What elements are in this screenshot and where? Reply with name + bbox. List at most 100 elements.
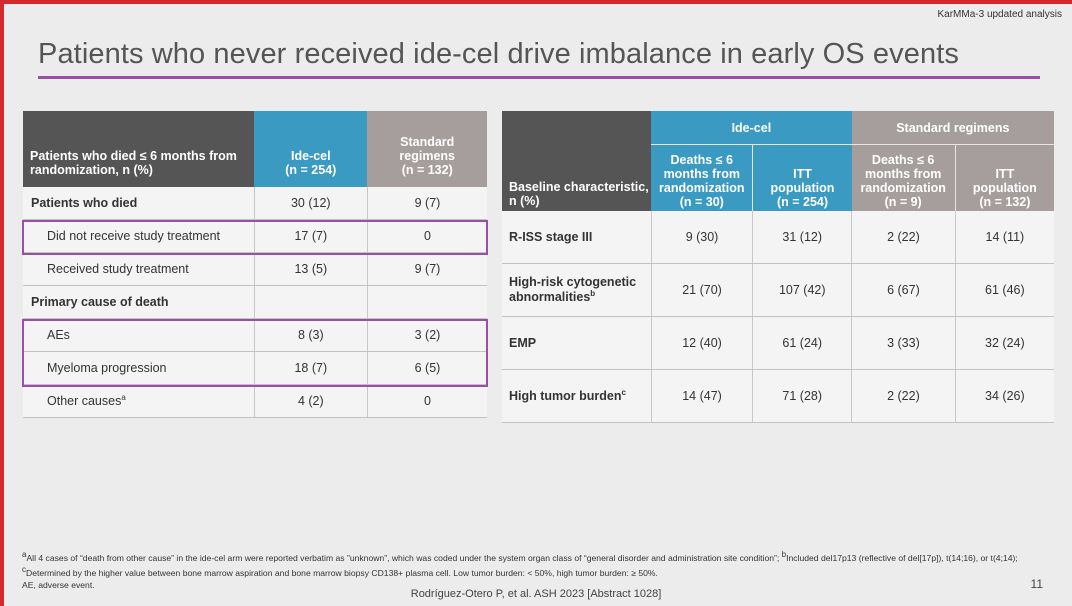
header-line: randomization xyxy=(659,181,745,195)
ide-cel-header-n: (n = 254) xyxy=(285,163,337,177)
header-line: population xyxy=(770,181,835,195)
standard-deaths-header: Deaths ≤ 6 months from randomization (n … xyxy=(851,144,956,211)
row-label: Patients who died xyxy=(23,187,255,220)
row-label: Myeloma progression xyxy=(23,351,255,385)
table-row: EMP 12 (40) 61 (24) 3 (33) 32 (24) xyxy=(502,316,1054,370)
study-label: KarMMa-3 updated analysis xyxy=(937,9,1062,20)
ide-cel-value: 30 (12) xyxy=(253,187,368,220)
baseline-group-header-row: Baseline characteristic, n (%) Ide-cel S… xyxy=(502,111,1054,211)
table-cell: 107 (42) xyxy=(752,263,852,317)
header-n: (n = 9) xyxy=(884,195,922,209)
ide-cel-header: Ide-cel (n = 254) xyxy=(254,111,368,187)
ide-cel-value xyxy=(253,285,368,319)
ide-cel-value: 18 (7) xyxy=(253,351,368,385)
footnote-marker: c xyxy=(621,388,626,398)
ide-cel-deaths-header: Deaths ≤ 6 months from randomization (n … xyxy=(651,144,754,211)
table-cell: 21 (70) xyxy=(650,263,753,317)
slide-title: Patients who never received ide-cel driv… xyxy=(38,38,959,70)
table-row: Myeloma progression 18 (7) 6 (5) xyxy=(23,351,487,385)
footnote-a: All 4 cases of “death from other cause” … xyxy=(26,552,780,563)
page-number: 11 xyxy=(1030,577,1043,591)
table-cell: 2 (22) xyxy=(851,211,956,264)
header-n: (n = 132) xyxy=(979,195,1031,209)
header-line: months from xyxy=(864,167,942,181)
table-cell: 14 (11) xyxy=(954,211,1054,264)
abbreviations: AE, adverse event. xyxy=(22,579,95,590)
row-label-text: High tumor burden xyxy=(509,389,622,404)
ide-cel-itt-header: ITT population (n = 254) xyxy=(752,144,852,211)
deaths-table-header: Patients who died ≤ 6 months from random… xyxy=(23,111,487,187)
table-row: High-risk cytogenetic abnormalitiesb 21 … xyxy=(502,263,1054,317)
header-n: (n = 254) xyxy=(776,195,829,209)
top-accent-bar xyxy=(0,0,1072,4)
header-line: randomization xyxy=(860,181,946,195)
footnotes: aAll 4 cases of “death from other cause”… xyxy=(22,549,1032,591)
standard-value: 0 xyxy=(366,219,487,253)
header-line: months from xyxy=(663,167,740,181)
citation: Rodríguez-Otero P, et al. ASH 2023 [Abst… xyxy=(410,588,662,600)
footnote-c: Determined by the higher value between b… xyxy=(26,568,658,579)
standard-value: 0 xyxy=(366,384,487,418)
footnote-marker: b xyxy=(781,550,787,559)
table-cell: 2 (22) xyxy=(851,369,956,423)
table-row: R-ISS stage III 9 (30) 31 (12) 2 (22) 14… xyxy=(502,211,1054,264)
standard-value: 6 (5) xyxy=(366,351,487,385)
standard-value: 9 (7) xyxy=(366,187,487,220)
table-row: Received study treatment 13 (5) 9 (7) xyxy=(23,252,487,286)
row-label: EMP xyxy=(502,316,652,370)
footnote-marker: a xyxy=(22,550,27,559)
ide-cel-group-header: Ide-cel xyxy=(651,111,852,145)
table-cell: 14 (47) xyxy=(650,369,753,423)
footnote-marker: b xyxy=(590,289,596,299)
highlight-box-causes xyxy=(22,319,488,387)
baseline-sub-header-row: Deaths ≤ 6 months from randomization (n … xyxy=(502,144,1054,211)
header-line: Deaths ≤ 6 xyxy=(871,153,935,167)
row-label-text: EMP xyxy=(509,336,537,351)
standard-value: 9 (7) xyxy=(366,252,487,286)
ide-cel-value: 4 (2) xyxy=(253,384,368,418)
standard-value: 3 (2) xyxy=(366,318,487,352)
table-cell: 71 (28) xyxy=(752,369,852,423)
row-label: AEs xyxy=(23,318,255,352)
table-row: Primary cause of death xyxy=(23,285,487,319)
title-underline xyxy=(38,76,1040,79)
footnote-marker: a xyxy=(121,393,126,403)
ide-cel-header-name: Ide-cel xyxy=(290,149,331,163)
baseline-label-header: Baseline characteristic, n (%) xyxy=(502,111,652,211)
row-label-text: High-risk cytogenetic abnormalities xyxy=(509,275,637,305)
table-cell: 31 (12) xyxy=(752,211,852,264)
deaths-label-header: Patients who died ≤ 6 months from random… xyxy=(23,111,255,187)
table-cell: 3 (33) xyxy=(851,316,956,370)
row-label: High-risk cytogenetic abnormalitiesb xyxy=(502,263,652,317)
highlight-box-untreated xyxy=(22,220,488,255)
table-cell: 32 (24) xyxy=(954,316,1054,370)
standard-header: Standard regimens (n = 132) xyxy=(367,111,487,187)
row-label-text: Other causes xyxy=(47,394,122,409)
ide-cel-value: 13 (5) xyxy=(253,252,368,286)
row-label: R-ISS stage III xyxy=(502,211,652,264)
row-label: High tumor burdenc xyxy=(502,369,652,423)
table-cell: 61 (46) xyxy=(954,263,1054,317)
baseline-table: Baseline characteristic, n (%) Ide-cel S… xyxy=(502,111,1054,423)
header-n: (n = 30) xyxy=(679,195,724,209)
left-accent-bar xyxy=(0,0,4,606)
table-cell: 61 (24) xyxy=(752,316,852,370)
ide-cel-value: 17 (7) xyxy=(253,219,368,253)
table-row: Did not receive study treatment 17 (7) 0 xyxy=(23,219,487,253)
deaths-table: Patients who died ≤ 6 months from random… xyxy=(23,111,487,418)
standard-header-n: (n = 132) xyxy=(401,163,453,177)
standard-header-name: Standard regimens xyxy=(399,135,456,163)
header-line: ITT xyxy=(995,167,1015,181)
standard-itt-header: ITT population (n = 132) xyxy=(955,144,1054,211)
row-label: Did not receive study treatment xyxy=(23,219,255,253)
table-cell: 6 (67) xyxy=(851,263,956,317)
table-cell: 34 (26) xyxy=(954,369,1054,423)
footnote-b: Included del17p13 (reflective of del[17p… xyxy=(786,552,1018,563)
row-label: Other causesa xyxy=(23,384,255,418)
table-cell: 9 (30) xyxy=(650,211,753,264)
table-row: High tumor burdenc 14 (47) 71 (28) 2 (22… xyxy=(502,369,1054,423)
row-label: Primary cause of death xyxy=(23,285,255,319)
standard-value xyxy=(366,285,487,319)
table-cell: 12 (40) xyxy=(650,316,753,370)
header-line: ITT xyxy=(793,167,812,181)
